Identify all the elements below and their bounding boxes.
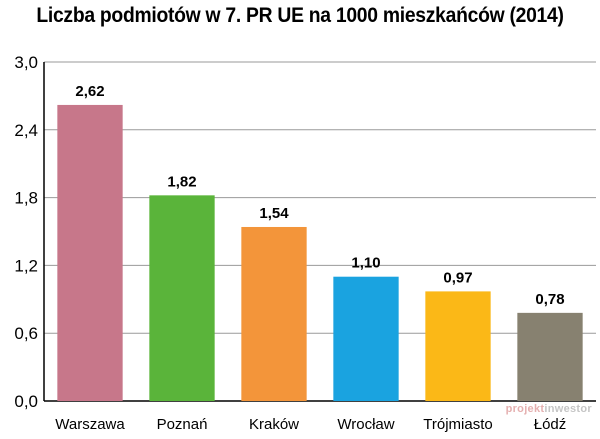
bars bbox=[57, 104, 583, 401]
x-category-label: Poznań bbox=[157, 416, 208, 433]
bar-value-label: 1,82 bbox=[167, 173, 196, 190]
y-tick-label: 1,2 bbox=[14, 256, 38, 275]
bar-value-label: 0,78 bbox=[535, 291, 564, 308]
chart-title: Liczba podmiotów w 7. PR UE na 1000 mies… bbox=[36, 4, 564, 27]
y-tick-label: 1,8 bbox=[14, 189, 38, 208]
x-category-label: Warszawa bbox=[55, 416, 125, 433]
watermark-part2: inwestor bbox=[544, 403, 592, 415]
x-category-label: Kraków bbox=[249, 416, 299, 433]
bar-value-label: 0,97 bbox=[443, 269, 472, 286]
bar-value-label: 1,10 bbox=[351, 255, 380, 272]
bar-2 bbox=[149, 195, 215, 401]
y-tick-label: 0,0 bbox=[14, 392, 38, 411]
bar-1 bbox=[57, 104, 123, 401]
bar-5 bbox=[425, 291, 491, 401]
x-category-label: Trójmiasto bbox=[423, 416, 492, 433]
bar-6 bbox=[517, 312, 583, 401]
watermark-part1: projekt bbox=[505, 403, 545, 415]
bar-4 bbox=[333, 276, 399, 401]
labels: 2,62 Warszawa 1,82 Poznań 1,54 Kraków 1,10 Wroc… bbox=[55, 83, 566, 433]
watermark-logo: projektinwestor bbox=[506, 403, 592, 415]
x-category-label: Łódź bbox=[534, 416, 567, 433]
bar-value-label: 1,54 bbox=[259, 205, 289, 222]
y-tick-label: 0,6 bbox=[14, 324, 38, 343]
y-tick-label: 3,0 bbox=[14, 53, 38, 72]
x-category-label: Wrocław bbox=[337, 416, 394, 433]
bar-value-label: 2,62 bbox=[75, 83, 104, 100]
y-axis: 0,0 0,6 1,2 1,8 2,4 3,0 bbox=[14, 53, 45, 411]
bar-3 bbox=[241, 226, 307, 401]
y-tick-label: 2,4 bbox=[14, 121, 38, 140]
grid-lines bbox=[44, 61, 596, 402]
